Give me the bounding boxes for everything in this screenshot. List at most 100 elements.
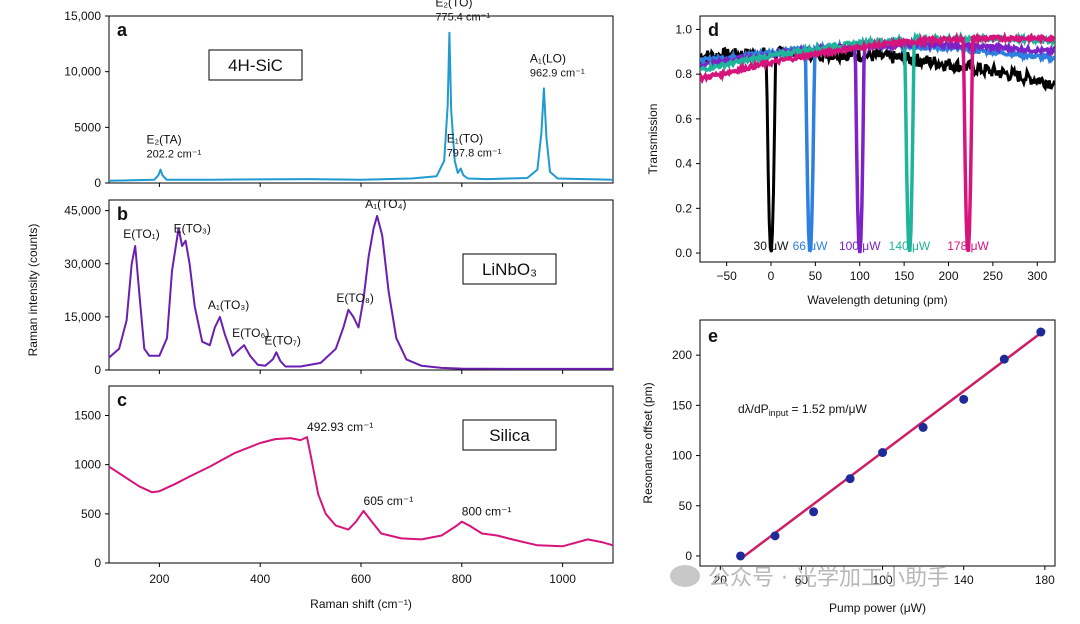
panel-c-ytick-label: 1500 bbox=[74, 409, 101, 423]
panel-b-peak-label: E(TO₈) bbox=[336, 291, 373, 305]
panel-e-data-point bbox=[959, 394, 969, 404]
panel-e-xtick-label: 20 bbox=[714, 573, 728, 587]
panel-e-data-point bbox=[770, 531, 780, 541]
panel-c-peak-label: 492.93 cm⁻¹ bbox=[307, 420, 373, 434]
panel-e-frame bbox=[699, 319, 1056, 567]
panel-d-xtick-label: 300 bbox=[1027, 269, 1047, 283]
panel-c-peak-label: 605 cm⁻¹ bbox=[364, 494, 414, 508]
panel-d-letter: d bbox=[708, 20, 719, 40]
panel-c-frame bbox=[108, 385, 614, 564]
panel-b-peak-label: A₁(TO₄) bbox=[365, 197, 406, 211]
panel-b-peak-label: E(TO₁) bbox=[123, 227, 160, 241]
panel-b-letter: b bbox=[117, 204, 128, 224]
panel-e-ytick-label: 100 bbox=[672, 449, 692, 463]
panel-d-xtick-label: −50 bbox=[716, 269, 737, 283]
panel-b-ytick-label: 45,000 bbox=[64, 204, 101, 218]
panel-d-ytick-label: 0.0 bbox=[675, 246, 692, 260]
panel-d-ytick-label: 1.0 bbox=[675, 22, 692, 36]
panel-e-ytick-label: 200 bbox=[672, 348, 692, 362]
panel-b-ytick-label: 30,000 bbox=[64, 257, 101, 271]
panel-c-ytick-label: 1000 bbox=[74, 458, 101, 472]
panel-a-peak-label: E₂(TA) bbox=[147, 133, 182, 147]
panel-e-ytick-label: 0 bbox=[685, 549, 692, 563]
left-xtick-label: 1000 bbox=[549, 572, 576, 586]
panel-d-xtick-label: 0 bbox=[768, 269, 775, 283]
panel-e-xtick-label: 100 bbox=[873, 573, 893, 587]
watermark-text: 公众号 · 光学加工小助手 bbox=[708, 566, 949, 591]
panel-d-xtick-label: 150 bbox=[894, 269, 914, 283]
panel-c-peak-label: 800 cm⁻¹ bbox=[462, 505, 512, 519]
panel-e-ytick-label: 50 bbox=[679, 499, 693, 513]
panel-a-letter: a bbox=[117, 20, 128, 40]
panel-b-label-text: LiNbO₃ bbox=[482, 260, 537, 279]
panel-d-series-0 bbox=[700, 44, 1055, 253]
panel-a-ytick-label: 15,000 bbox=[64, 9, 101, 23]
panel-c-ytick-label: 500 bbox=[81, 507, 101, 521]
wechat-logo-icon bbox=[670, 565, 700, 587]
panel-b-peak-label: E(TO₆) bbox=[232, 326, 269, 340]
panel-e-data-point bbox=[878, 448, 888, 458]
left-xtick-label: 400 bbox=[250, 572, 270, 586]
panel-d-ytick-label: 0.4 bbox=[675, 157, 692, 171]
panel-d-series-label-1: 66 μW bbox=[793, 239, 829, 253]
panel-d-frame bbox=[699, 15, 1056, 263]
panel-a-peak-label: A₁(LO) bbox=[530, 51, 566, 65]
panel-d-series-label-2: 100 μW bbox=[839, 239, 881, 253]
left-xtick-label: 200 bbox=[149, 572, 169, 586]
panel-a-peak-value: 775.4 cm⁻¹ bbox=[435, 12, 490, 24]
panel-e-fit-line bbox=[739, 329, 1046, 560]
panel-b-label-box bbox=[462, 253, 557, 285]
panel-b-series-line bbox=[108, 214, 613, 370]
panel-c-series-line bbox=[108, 436, 614, 548]
panel-c-label-text: Silica bbox=[489, 426, 530, 445]
panel-a-peak-label: E₂(TO) bbox=[435, 0, 472, 10]
left-y-axis-label: Raman intensity (counts) bbox=[26, 224, 40, 357]
panel-d-xtick-label: 250 bbox=[983, 269, 1003, 283]
panel-c-ytick-label: 0 bbox=[94, 556, 101, 570]
panel-e-data-point bbox=[999, 354, 1009, 364]
panel-a-ytick-label: 5000 bbox=[74, 120, 101, 134]
panel-b-peak-label: E(TO₇) bbox=[264, 333, 301, 347]
left-xtick-label: 800 bbox=[452, 572, 472, 586]
panel-d-xtick-label: 100 bbox=[850, 269, 870, 283]
left-xtick-label: 600 bbox=[351, 572, 371, 586]
panel-c-letter: c bbox=[117, 390, 127, 410]
panel-e-data-point bbox=[918, 422, 928, 432]
panel-d-series-label-4: 178 μW bbox=[947, 239, 989, 253]
panel-a-label-text: 4H-SiC bbox=[228, 56, 283, 75]
panel-e-xtick-label: 140 bbox=[954, 573, 974, 587]
panel-d-xtick-label: 200 bbox=[938, 269, 958, 283]
panel-d-xtick-label: 50 bbox=[809, 269, 823, 283]
panel-a-peak-value: 202.2 cm⁻¹ bbox=[147, 149, 202, 161]
panel-d-x-axis-label: Wavelength detuning (pm) bbox=[807, 293, 947, 307]
panel-d-ytick-label: 0.8 bbox=[675, 67, 692, 81]
panel-e-x-axis-label: Pump power (μW) bbox=[829, 601, 926, 615]
panel-a-peak-value: 962.9 cm⁻¹ bbox=[530, 67, 585, 79]
panel-b-peak-label: A₁(TO₃) bbox=[208, 298, 249, 312]
left-x-axis-label: Raman shift (cm⁻¹) bbox=[310, 597, 412, 611]
panel-e-ytick-label: 150 bbox=[672, 398, 692, 412]
panel-a-ytick-label: 0 bbox=[94, 176, 101, 190]
panel-a-peak-value: 797.8 cm⁻¹ bbox=[447, 148, 502, 160]
panel-e-data-point bbox=[809, 507, 819, 517]
panel-e-data-point bbox=[736, 551, 746, 561]
panel-d-ytick-label: 0.6 bbox=[675, 112, 692, 126]
panel-d-series-label-3: 140 μW bbox=[889, 239, 931, 253]
panel-b-peak-label: E(TO₃) bbox=[174, 222, 211, 236]
panel-a-peak-label: E₁(TO) bbox=[447, 132, 484, 146]
panel-e-y-axis-label: Resonance offset (pm) bbox=[641, 382, 655, 503]
panel-e-data-point bbox=[1036, 327, 1046, 337]
panel-a-ytick-label: 10,000 bbox=[64, 65, 101, 79]
panel-a-label-box bbox=[208, 49, 303, 81]
panel-d-series-label-0: 30 μW bbox=[754, 239, 790, 253]
panel-a-series-line bbox=[108, 31, 614, 182]
panel-d-ytick-label: 0.2 bbox=[675, 201, 692, 215]
panel-d-series-4 bbox=[700, 31, 1055, 253]
panel-e-xtick-label: 180 bbox=[1035, 573, 1055, 587]
panel-e-data-point bbox=[845, 474, 855, 484]
panel-c-label-box bbox=[462, 419, 557, 451]
panel-b-ytick-label: 15,000 bbox=[64, 310, 101, 324]
panel-b-ytick-label: 0 bbox=[94, 363, 101, 377]
panel-e-xtick-label: 60 bbox=[795, 573, 809, 587]
